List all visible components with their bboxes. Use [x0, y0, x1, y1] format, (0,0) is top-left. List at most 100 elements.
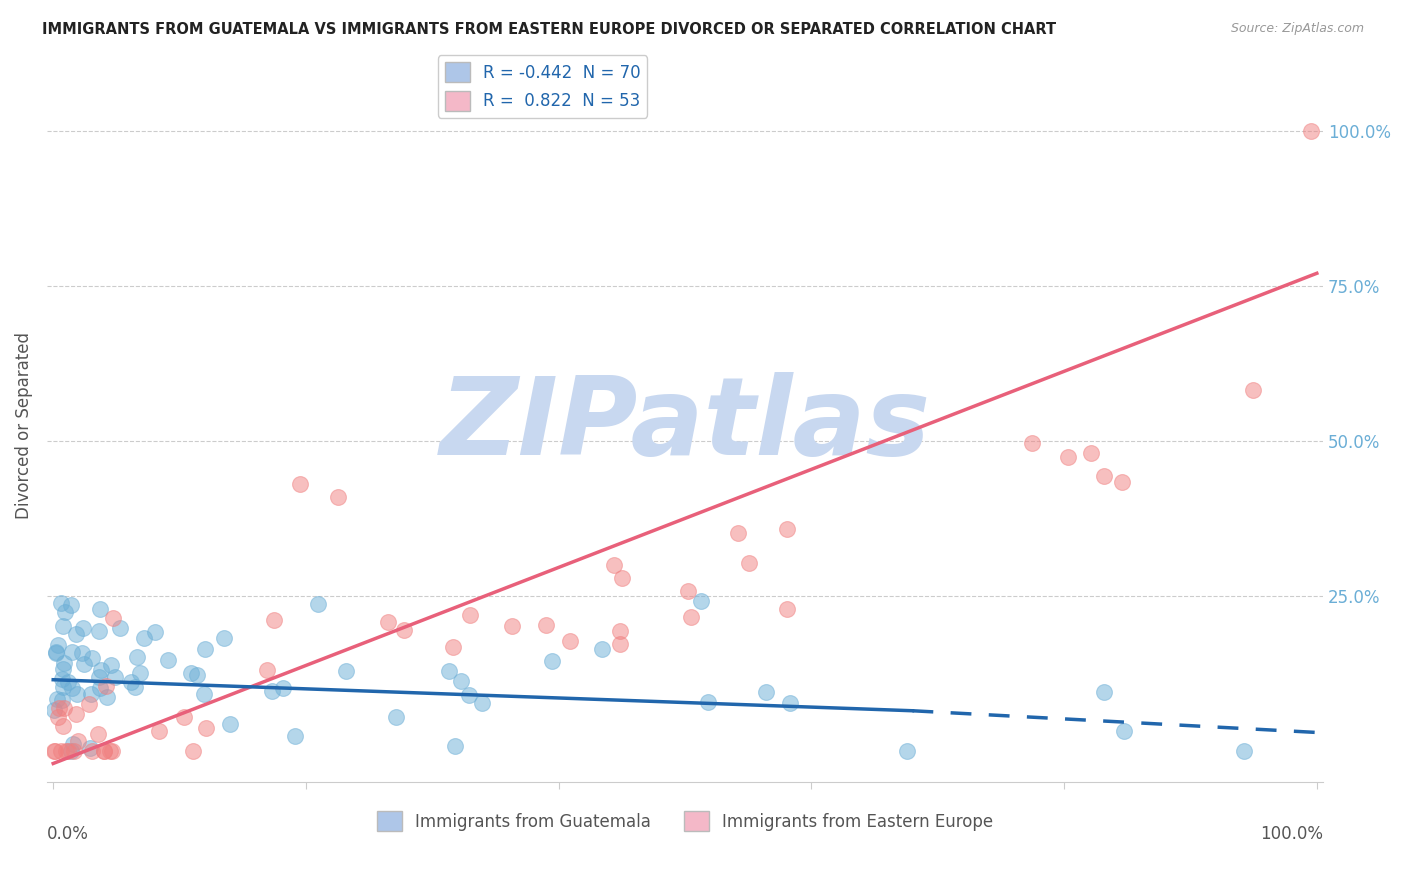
Point — [48, 639, 70, 653]
Point — [602, 558, 624, 572]
Point — [62, 737, 84, 751]
Point — [52, 719, 75, 733]
Point — [132, 631, 155, 645]
Point — [143, 624, 166, 639]
Point — [194, 642, 217, 657]
Text: Source: ZipAtlas.com: Source: ZipAtlas.com — [1230, 22, 1364, 36]
Point — [181, 744, 204, 758]
Point — [1112, 724, 1135, 739]
Point — [755, 685, 778, 699]
Point — [52, 662, 75, 676]
Point — [775, 522, 797, 536]
Point — [256, 664, 278, 678]
Point — [609, 624, 631, 639]
Point — [44, 704, 66, 718]
Point — [59, 744, 82, 758]
Point — [779, 696, 801, 710]
Point — [120, 675, 142, 690]
Point — [534, 618, 557, 632]
Y-axis label: Divorced or Separated: Divorced or Separated — [15, 332, 32, 519]
Point — [60, 645, 83, 659]
Point — [100, 744, 122, 758]
Text: 0.0%: 0.0% — [46, 825, 89, 843]
Point — [148, 723, 170, 738]
Point — [457, 688, 479, 702]
Point — [52, 619, 75, 633]
Point — [46, 710, 69, 724]
Point — [80, 744, 103, 758]
Point — [48, 700, 70, 714]
Point — [87, 727, 110, 741]
Point — [219, 716, 242, 731]
Point — [45, 646, 67, 660]
Point — [326, 490, 349, 504]
Point — [591, 642, 613, 657]
Point — [450, 673, 472, 688]
Point — [89, 681, 111, 695]
Point — [63, 744, 86, 758]
Point — [1021, 436, 1043, 450]
Point — [193, 687, 215, 701]
Point — [72, 621, 94, 635]
Point — [58, 675, 80, 690]
Text: 100.0%: 100.0% — [1260, 825, 1323, 843]
Point — [676, 583, 699, 598]
Point — [392, 623, 415, 637]
Point — [1233, 744, 1256, 758]
Point — [87, 670, 110, 684]
Point — [186, 667, 208, 681]
Point — [173, 710, 195, 724]
Point — [307, 597, 329, 611]
Point — [690, 594, 713, 608]
Point — [124, 680, 146, 694]
Point — [284, 729, 307, 743]
Point — [45, 644, 67, 658]
Point — [101, 744, 124, 758]
Point — [89, 601, 111, 615]
Point — [49, 744, 72, 758]
Point — [96, 690, 118, 704]
Point — [101, 611, 124, 625]
Point — [1241, 383, 1264, 397]
Point — [89, 624, 111, 638]
Point — [1057, 450, 1080, 464]
Point — [288, 477, 311, 491]
Point — [262, 683, 284, 698]
Text: ZIPatlas: ZIPatlas — [440, 372, 931, 478]
Point — [93, 744, 115, 758]
Point — [501, 619, 523, 633]
Point — [53, 656, 76, 670]
Point — [51, 672, 73, 686]
Point — [1092, 469, 1115, 483]
Point — [156, 653, 179, 667]
Point — [82, 650, 104, 665]
Point — [45, 691, 67, 706]
Point — [100, 658, 122, 673]
Point — [271, 681, 294, 695]
Point — [51, 693, 73, 707]
Point — [180, 665, 202, 680]
Point — [610, 571, 633, 585]
Point — [59, 598, 82, 612]
Point — [44, 744, 66, 758]
Text: IMMIGRANTS FROM GUATEMALA VS IMMIGRANTS FROM EASTERN EUROPE DIVORCED OR SEPARATE: IMMIGRANTS FROM GUATEMALA VS IMMIGRANTS … — [42, 22, 1056, 37]
Point — [80, 687, 103, 701]
Point — [70, 646, 93, 660]
Point — [458, 607, 481, 622]
Point — [437, 664, 460, 678]
Point — [1080, 445, 1102, 459]
Point — [125, 650, 148, 665]
Point — [195, 721, 218, 735]
Point — [385, 709, 408, 723]
Point — [44, 744, 66, 758]
Point — [727, 525, 749, 540]
Point — [679, 610, 702, 624]
Point — [58, 744, 80, 758]
Point — [90, 663, 112, 677]
Point — [108, 621, 131, 635]
Point — [609, 637, 631, 651]
Point — [335, 664, 357, 678]
Point — [73, 657, 96, 671]
Point — [94, 679, 117, 693]
Point — [558, 634, 581, 648]
